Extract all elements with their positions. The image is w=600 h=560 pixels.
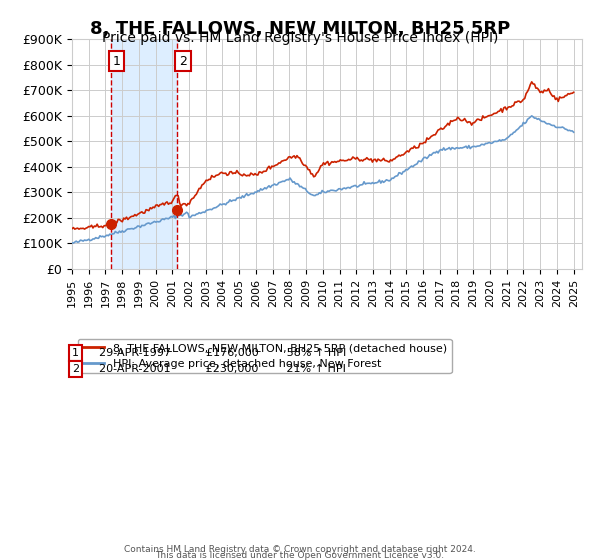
Text: 8, THE FALLOWS, NEW MILTON, BH25 5RP: 8, THE FALLOWS, NEW MILTON, BH25 5RP <box>90 20 510 38</box>
Text: 20-APR-2001          £230,000        21% ↑ HPI: 20-APR-2001 £230,000 21% ↑ HPI <box>92 364 346 374</box>
Text: This data is licensed under the Open Government Licence v3.0.: This data is licensed under the Open Gov… <box>155 551 445 560</box>
Text: 1: 1 <box>72 348 79 358</box>
Text: 29-APR-1997          £176,000        58% ↑ HPI: 29-APR-1997 £176,000 58% ↑ HPI <box>92 348 347 358</box>
Text: Contains HM Land Registry data © Crown copyright and database right 2024.: Contains HM Land Registry data © Crown c… <box>124 544 476 554</box>
Text: 2: 2 <box>179 55 187 68</box>
Text: Price paid vs. HM Land Registry's House Price Index (HPI): Price paid vs. HM Land Registry's House … <box>102 31 498 45</box>
Bar <box>111 39 178 269</box>
Text: 1: 1 <box>113 55 121 68</box>
Text: 2: 2 <box>72 364 79 374</box>
Legend: 8, THE FALLOWS, NEW MILTON, BH25 5RP (detached house), HPI: Average price, detac: 8, THE FALLOWS, NEW MILTON, BH25 5RP (de… <box>77 339 452 373</box>
